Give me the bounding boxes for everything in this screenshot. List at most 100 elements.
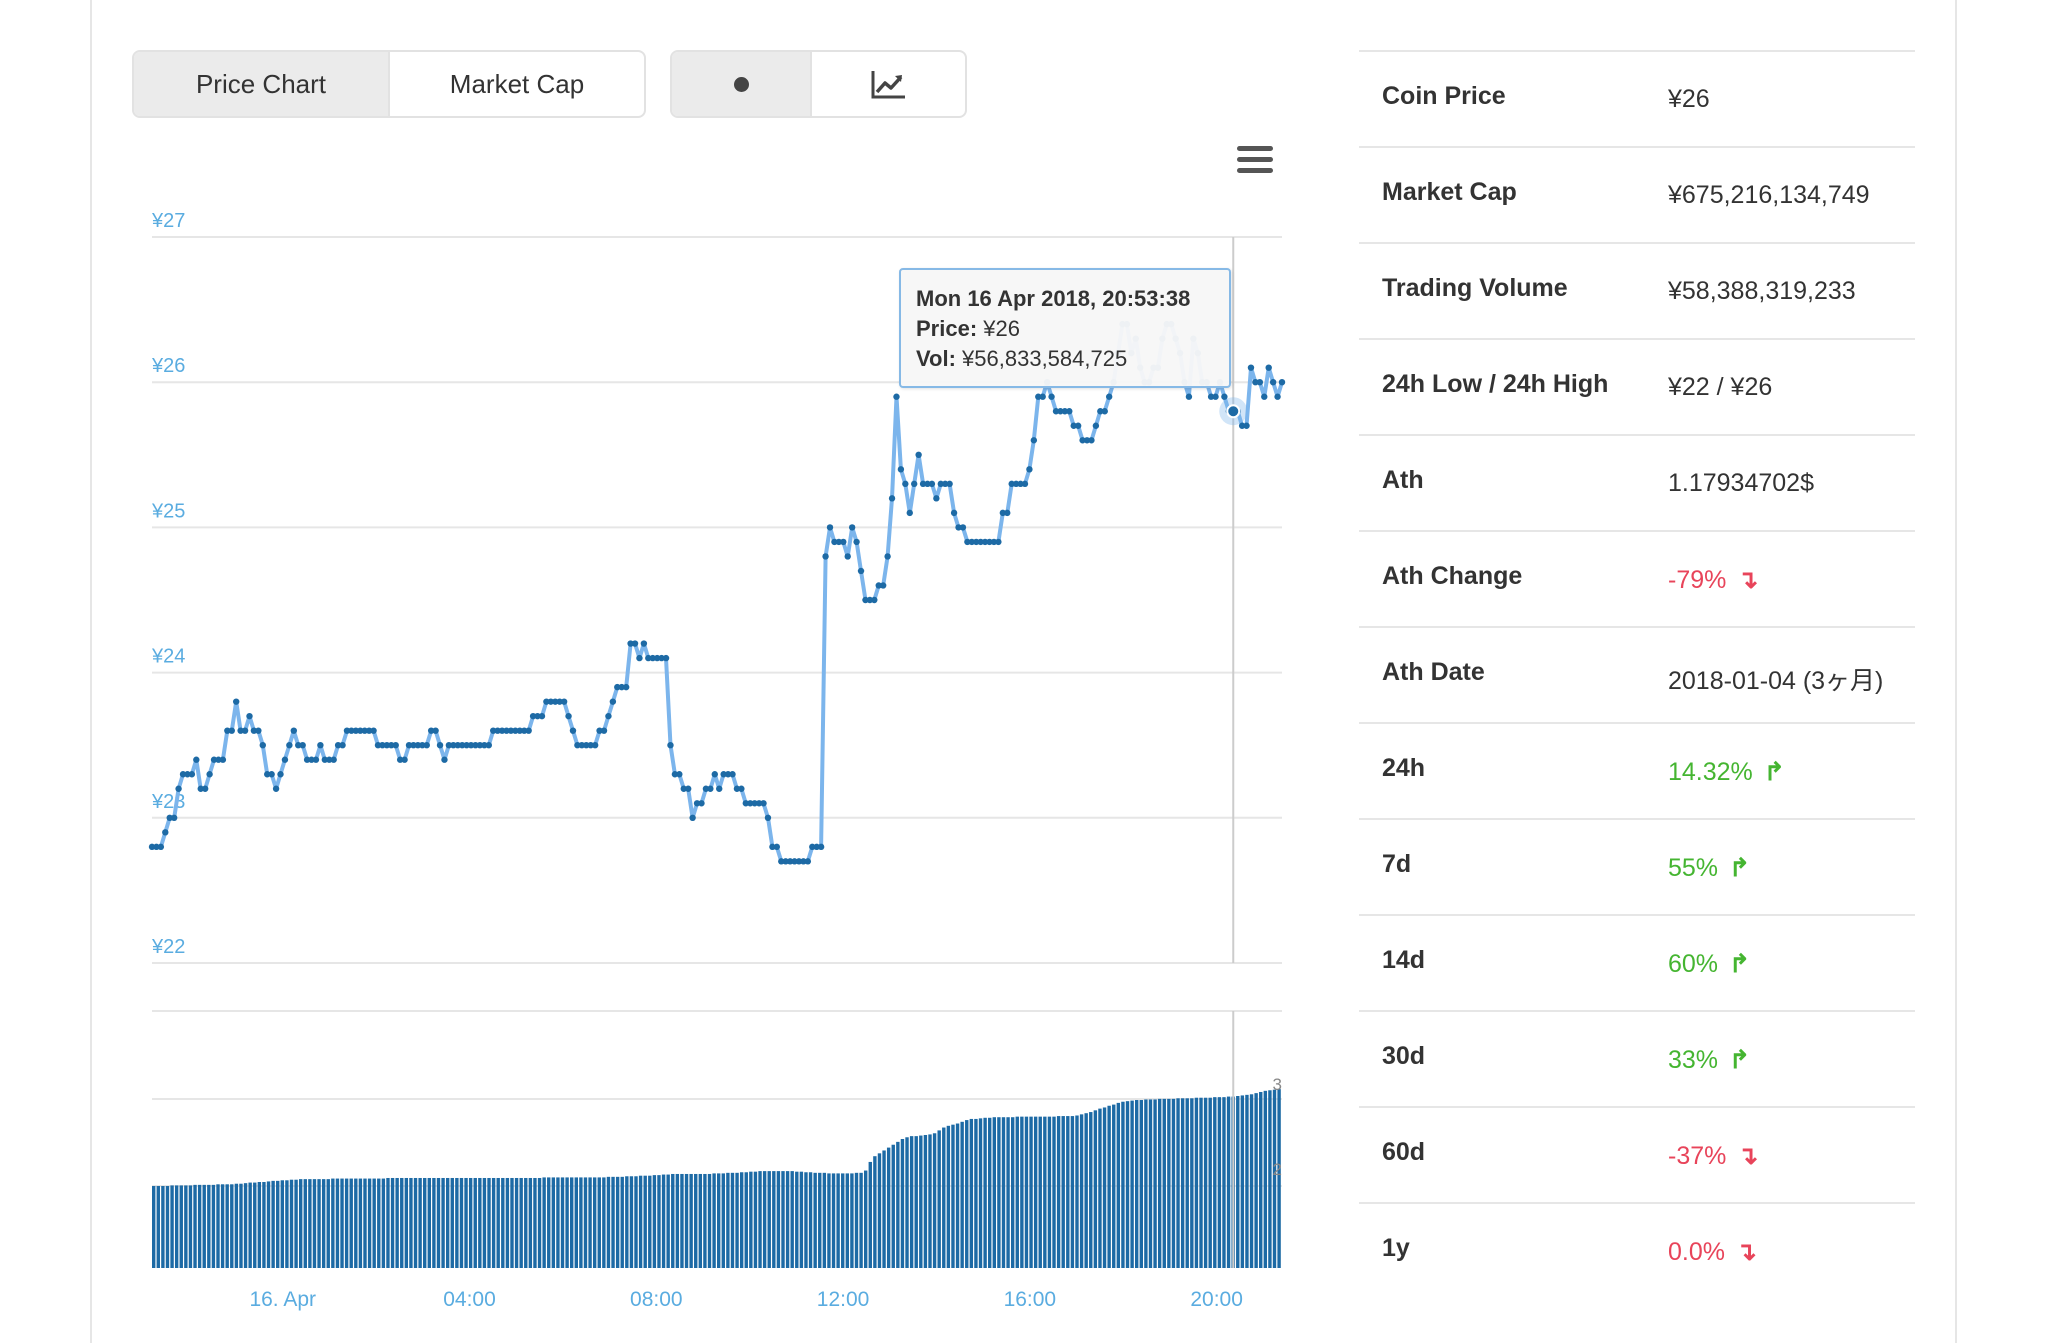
price-point bbox=[1238, 422, 1246, 429]
trend-down-icon: ↴ bbox=[1728, 1238, 1757, 1266]
price-point bbox=[503, 727, 510, 734]
price-point bbox=[224, 727, 231, 734]
price-point bbox=[162, 829, 169, 836]
volume-bar bbox=[197, 1184, 202, 1268]
price-point bbox=[1039, 393, 1046, 400]
price-point bbox=[999, 509, 1007, 517]
tooltip-vol-value: ¥56,833,584,725 bbox=[962, 346, 1128, 371]
volume-bar bbox=[992, 1117, 997, 1268]
price-point bbox=[800, 858, 807, 865]
volume-bar bbox=[1139, 1100, 1143, 1268]
price-point bbox=[179, 771, 187, 778]
price-point bbox=[392, 742, 399, 749]
price-point bbox=[724, 771, 732, 778]
coin-stats-table: Coin Price ¥26 Market Cap ¥675,216,134,749 T… bbox=[1359, 50, 1915, 1298]
volume-bar bbox=[1093, 1110, 1098, 1268]
volume-bar bbox=[331, 1178, 335, 1268]
volume-bar bbox=[413, 1177, 418, 1268]
dot-style-button[interactable] bbox=[672, 52, 811, 116]
price-point bbox=[348, 727, 355, 734]
price-point bbox=[879, 582, 887, 589]
volume-bar bbox=[629, 1176, 634, 1268]
price-point bbox=[396, 756, 404, 763]
volume-bar bbox=[514, 1177, 519, 1268]
volume-bar bbox=[326, 1179, 330, 1268]
price-point bbox=[813, 843, 820, 851]
price-point bbox=[1243, 422, 1250, 429]
price-chart-tab[interactable]: Price Chart bbox=[134, 52, 388, 116]
price-point bbox=[671, 771, 679, 778]
volume-bar bbox=[225, 1184, 229, 1268]
volume-bar bbox=[923, 1134, 928, 1268]
price-point bbox=[649, 654, 656, 662]
volume-bar bbox=[1066, 1116, 1070, 1268]
price-point bbox=[1221, 393, 1228, 400]
volume-bar bbox=[216, 1184, 220, 1268]
market-cap-tab[interactable]: Market Cap bbox=[388, 52, 644, 116]
y-tick-label: ¥26 bbox=[151, 355, 185, 377]
price-point bbox=[414, 742, 422, 749]
volume-bar bbox=[914, 1136, 918, 1268]
price-point bbox=[272, 785, 280, 792]
price-point bbox=[286, 742, 293, 749]
price-point bbox=[1092, 422, 1100, 429]
volume-bar bbox=[280, 1180, 285, 1268]
price-point bbox=[1048, 393, 1055, 400]
volume-bar bbox=[1180, 1098, 1185, 1268]
volume-bar bbox=[1171, 1098, 1176, 1268]
price-point bbox=[352, 727, 360, 734]
volume-bar bbox=[744, 1172, 748, 1268]
price-point bbox=[764, 814, 772, 821]
volume-bar bbox=[542, 1177, 546, 1268]
price-point bbox=[622, 683, 630, 691]
stat-value: 14.32% ↱ bbox=[1668, 757, 1785, 787]
price-point bbox=[312, 756, 320, 763]
volume-bar bbox=[597, 1177, 601, 1268]
price-point bbox=[760, 800, 767, 807]
price-point bbox=[919, 480, 927, 488]
volume-bar bbox=[831, 1173, 836, 1268]
volume-bar bbox=[1213, 1097, 1217, 1268]
stat-value: 1.17934702$ bbox=[1668, 469, 1814, 498]
price-point bbox=[897, 466, 905, 473]
volume-bar bbox=[671, 1173, 675, 1268]
price-point bbox=[689, 814, 696, 821]
price-line bbox=[152, 322, 1284, 864]
price-point bbox=[866, 596, 874, 604]
price-point bbox=[711, 771, 718, 778]
volume-bar bbox=[1006, 1117, 1010, 1268]
volume-bar bbox=[445, 1177, 450, 1268]
line-style-button[interactable] bbox=[810, 52, 965, 116]
price-point bbox=[565, 712, 572, 720]
volume-bar bbox=[1112, 1104, 1116, 1268]
price-point bbox=[871, 596, 878, 604]
volume-bar bbox=[730, 1172, 735, 1268]
volume-bar bbox=[174, 1185, 179, 1268]
price-point bbox=[529, 712, 537, 720]
price-point bbox=[738, 785, 745, 792]
volume-bar bbox=[1047, 1116, 1052, 1268]
volume-bar bbox=[988, 1117, 992, 1268]
price-point bbox=[574, 742, 581, 749]
chart-menu-icon[interactable] bbox=[1237, 146, 1273, 176]
volume-bar bbox=[455, 1177, 459, 1268]
price-point bbox=[946, 480, 953, 488]
price-point bbox=[1004, 509, 1011, 517]
stat-row: 30d 33% ↱ bbox=[1359, 1010, 1915, 1106]
volume-bar bbox=[1015, 1116, 1019, 1268]
x-tick-label: 16:00 bbox=[1004, 1288, 1057, 1311]
stat-value: -79% ↴ bbox=[1668, 565, 1758, 595]
highlight-point bbox=[1226, 404, 1241, 419]
volume-bar bbox=[317, 1179, 321, 1268]
stat-value-text: 2018-01-04 (3ヶ月) bbox=[1668, 667, 1884, 695]
price-point bbox=[742, 800, 750, 807]
stat-row: 24h 14.32% ↱ bbox=[1359, 722, 1915, 818]
x-axis-labels: 16. Apr 04:00 08:00 12:00 16:00 20:00 bbox=[249, 1288, 1242, 1311]
price-point bbox=[751, 800, 758, 807]
volume-bar bbox=[271, 1180, 275, 1268]
price-point bbox=[680, 785, 687, 792]
volume-bar bbox=[1001, 1117, 1006, 1268]
volume-bar bbox=[753, 1171, 758, 1268]
price-point bbox=[148, 843, 156, 851]
price-point bbox=[915, 451, 922, 458]
